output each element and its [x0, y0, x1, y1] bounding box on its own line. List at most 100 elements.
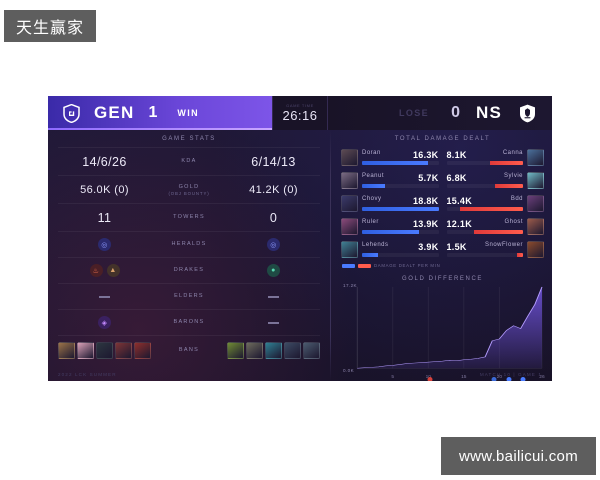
- damage-red-cell: SnowFlower 1.5K: [443, 242, 528, 257]
- damage-bar-track: [446, 184, 523, 188]
- stat-label-barons: BARONS: [173, 319, 205, 325]
- legend-red-swatch: [358, 263, 371, 268]
- legend-blue-swatch: [342, 263, 355, 268]
- damage-bar-track: [446, 230, 523, 234]
- empty-dash-icon: [99, 296, 110, 298]
- scoreboard-body: GAME STATS 14/6/26 KDA 6/14/13 56.0K (0)…: [48, 130, 552, 381]
- timer-caption: GAME TIME: [286, 103, 314, 108]
- gold-difference-panel: GOLD DIFFERENCE 17.2K 0.0K 510152026: [341, 273, 545, 381]
- towers-red: 0: [269, 210, 278, 225]
- stat-label-towers: TOWERS: [173, 214, 205, 220]
- gold-difference-chart: 17.2K 0.0K 510152026: [341, 283, 545, 381]
- footer-league: 2022 LCK SUMMER: [58, 372, 117, 377]
- player-portrait: [527, 218, 544, 235]
- damage-row: Lehends 3.9K SnowFlower 1.5K: [341, 239, 544, 260]
- player-damage-value: 3.9K: [418, 242, 439, 252]
- damage-title: TOTAL DAMAGE DEALT: [394, 136, 491, 142]
- damage-bar-track: [446, 207, 523, 211]
- ban-champion-portrait: [77, 342, 94, 359]
- blue-team-name: GEN: [94, 103, 135, 122]
- kda-blue: 14/6/26: [82, 154, 127, 169]
- damage-bar-track: [362, 184, 439, 188]
- player-portrait: [527, 241, 544, 258]
- damage-bar-track: [362, 207, 439, 211]
- player-name: Ruler: [362, 219, 379, 225]
- red-team-score: 0: [451, 104, 460, 121]
- damage-legend: DAMAGE DEALT PER MIN: [341, 263, 544, 268]
- player-name: Bdd: [510, 196, 523, 202]
- herald-icon: ◎: [98, 238, 111, 251]
- herald-icon: ◎: [267, 238, 280, 251]
- chart-x-tick: 20: [496, 375, 502, 380]
- chart-x-tick: 26: [539, 375, 545, 380]
- ban-champion-portrait: [284, 342, 301, 359]
- blue-team-score: 1: [148, 104, 158, 121]
- player-portrait: [527, 149, 544, 166]
- player-portrait: [341, 218, 358, 235]
- red-team-header: LOSE 0 NS: [328, 96, 552, 130]
- player-damage-value: 16.3K: [412, 150, 439, 160]
- player-name: SnowFlower: [484, 242, 523, 248]
- empty-dash-icon: [268, 322, 279, 324]
- stat-label-elders: ELDERS: [174, 293, 204, 299]
- damage-red-cell: Canna 8.1K: [443, 150, 528, 165]
- ocean-drake-icon: ●: [267, 264, 280, 277]
- player-damage-value: 18.8K: [412, 196, 439, 206]
- damage-panel: TOTAL DAMAGE DEALT Doran 16.3K Canna 8.1K Pe…: [331, 130, 552, 381]
- player-damage-value: 5.7K: [418, 173, 439, 183]
- channel-label-text: 天生赢家: [15, 20, 84, 37]
- gen-shield-icon: [48, 103, 94, 123]
- damage-bar-fill: [490, 161, 523, 165]
- panel-divider: [330, 130, 331, 381]
- damage-blue-cell: Doran 16.3K: [358, 150, 443, 165]
- stat-row-towers: 11 TOWERS 0: [58, 203, 320, 231]
- damage-bar-fill: [362, 230, 419, 234]
- stat-row-heralds: ◎ HERALDS ◎: [58, 231, 320, 257]
- game-timer-block: GAME TIME 26:16: [272, 96, 328, 130]
- stat-row-kda: 14/6/26 KDA 6/14/13: [58, 147, 320, 175]
- damage-list: Doran 16.3K Canna 8.1K Peanut 5.7K Sylvie 6.8K C…: [341, 147, 544, 260]
- blue-team-header: GEN 1 WIN: [48, 96, 272, 130]
- barons-blue: ◈: [58, 316, 151, 329]
- damage-row: Doran 16.3K Canna 8.1K: [341, 147, 544, 168]
- scoreboard-header: GEN 1 WIN GAME TIME 26:16 LOSE 0 NS: [48, 96, 552, 130]
- ban-champion-portrait: [303, 342, 320, 359]
- site-watermark-text: www.bailicui.com: [459, 447, 578, 465]
- damage-bar-track: [446, 253, 523, 257]
- damage-blue-cell: Chovy 18.8K: [358, 196, 443, 211]
- player-damage-value: 12.1K: [446, 219, 473, 229]
- gold-red: 41.2K (0): [249, 183, 298, 196]
- stat-label-heralds: HERALDS: [171, 241, 207, 247]
- gold-chart-title: GOLD DIFFERENCE: [401, 276, 483, 282]
- player-name: Canna: [502, 150, 523, 156]
- player-name: Doran: [362, 150, 381, 156]
- stat-row-bans: BANS: [58, 335, 320, 365]
- channel-label-badge: 天生赢家: [4, 10, 96, 42]
- chart-x-tick: 15: [461, 375, 467, 380]
- damage-bar-fill: [460, 207, 523, 211]
- site-watermark-badge: www.bailicui.com: [441, 437, 596, 475]
- barons-red: [227, 316, 320, 330]
- ns-shield-icon: [502, 104, 552, 123]
- chart-svg: [356, 286, 543, 369]
- ban-champion-portrait: [246, 342, 263, 359]
- damage-bar-fill: [362, 207, 439, 211]
- player-damage-value: 1.5K: [446, 242, 467, 252]
- elders-blue: [58, 290, 151, 304]
- gold-blue: 56.0K (0): [80, 183, 129, 196]
- player-portrait: [527, 172, 544, 189]
- damage-row: Peanut 5.7K Sylvie 6.8K: [341, 170, 544, 191]
- game-stats-panel: GAME STATS 14/6/26 KDA 6/14/13 56.0K (0)…: [48, 130, 330, 381]
- player-portrait: [527, 195, 544, 212]
- stat-label-bans: BANS: [178, 347, 200, 353]
- baron-icon: ◈: [98, 316, 111, 329]
- game-timer: 26:16: [282, 108, 318, 123]
- objective-marker: [491, 377, 497, 381]
- game-stats-title: GAME STATS: [162, 136, 216, 142]
- ban-champion-portrait: [227, 342, 244, 359]
- match-scoreboard: GEN 1 WIN GAME TIME 26:16 LOSE 0 NS: [48, 96, 552, 381]
- stat-label-gold: GOLD (OBJ BOUNTY): [168, 183, 210, 196]
- stat-row-barons: ◈ BARONS: [58, 309, 320, 335]
- player-name: Lehends: [362, 242, 389, 248]
